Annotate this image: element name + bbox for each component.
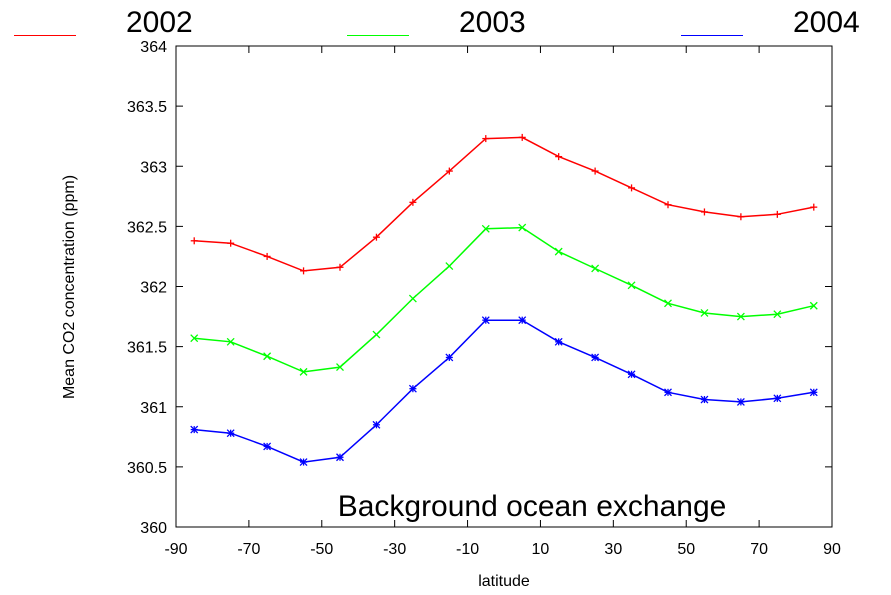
data-point-2002 (409, 198, 417, 206)
data-point-2003 (481, 224, 490, 233)
data-point-2002 (482, 135, 490, 143)
data-point-2002 (700, 208, 708, 216)
data-point-2004 (299, 458, 308, 467)
data-point-2002 (372, 233, 380, 241)
x-tick-label: -50 (310, 541, 333, 558)
data-point-2003 (263, 352, 272, 361)
data-point-2004 (372, 420, 381, 429)
data-point-2004 (481, 316, 490, 325)
legend-label-2002: 2002 (126, 6, 193, 39)
data-point-2002 (810, 203, 818, 211)
data-point-2003 (736, 312, 745, 321)
x-tick-label: 30 (604, 541, 622, 558)
y-tick-label: 362 (140, 280, 167, 297)
y-tick-label: 361.5 (127, 340, 167, 357)
data-point-2004 (773, 394, 782, 403)
data-point-2004 (518, 316, 527, 325)
data-point-2004 (700, 395, 709, 404)
data-point-2004 (336, 453, 344, 462)
series-line-2002 (194, 136, 814, 272)
plot-frame (175, 45, 833, 528)
data-point-2004 (554, 337, 563, 346)
x-tick-label: -30 (383, 541, 406, 558)
data-point-2003 (664, 299, 672, 308)
data-point-2003 (518, 223, 527, 232)
data-point-2002 (591, 167, 599, 175)
data-point-2002 (300, 267, 308, 275)
data-point-2003 (226, 337, 235, 346)
data-point-2004 (445, 353, 454, 362)
data-point-2004 (263, 442, 272, 451)
data-point-2002 (773, 210, 781, 218)
legend-label-2003: 2003 (459, 6, 526, 39)
x-tick-label: -70 (237, 541, 260, 558)
data-point-2004 (627, 370, 636, 379)
data-point-2003 (591, 264, 600, 273)
data-point-2002 (445, 167, 453, 175)
data-point-2003 (299, 367, 308, 376)
data-point-2003 (372, 330, 381, 339)
y-tick-label: 361 (140, 400, 167, 417)
legend-swatch-2003 (347, 35, 409, 36)
y-axis-label: Mean CO2 concentration (ppm) (61, 175, 78, 399)
data-point-2002 (628, 184, 636, 192)
legend-swatch-2004 (681, 35, 743, 36)
y-tick-label: 360 (140, 520, 167, 537)
x-tick-label: 50 (677, 541, 695, 558)
x-tick-label: 90 (823, 541, 841, 558)
data-point-2002 (336, 263, 344, 271)
data-point-2002 (227, 239, 235, 247)
data-point-2004 (736, 397, 745, 406)
data-point-2003 (809, 301, 818, 310)
y-tick-label: 362.5 (127, 219, 167, 236)
data-point-2003 (773, 310, 782, 319)
legend-swatch-2002 (14, 35, 76, 36)
data-point-2002 (664, 201, 672, 209)
data-point-2002 (518, 133, 526, 141)
chart-annotation: Background ocean exchange (338, 490, 727, 523)
data-point-2002 (737, 213, 745, 221)
data-point-2003 (700, 308, 709, 317)
series-line-2003 (194, 226, 814, 373)
legend-label-2004: 2004 (793, 6, 860, 39)
x-tick-label: -10 (456, 541, 479, 558)
data-point-2004 (664, 388, 672, 397)
data-point-2002 (190, 237, 198, 245)
data-point-2003 (445, 262, 454, 271)
data-point-2004 (226, 429, 235, 438)
x-tick-label: 70 (750, 541, 768, 558)
x-axis-label: latitude (478, 573, 530, 590)
data-point-2004 (408, 384, 417, 393)
data-point-2003 (627, 281, 636, 290)
y-tick-label: 363 (140, 159, 167, 176)
data-point-2002 (555, 153, 563, 161)
y-tick-label: 363.5 (127, 99, 167, 116)
data-point-2003 (190, 334, 199, 343)
x-tick-label: 10 (532, 541, 550, 558)
data-point-2004 (591, 353, 600, 362)
data-point-2004 (190, 425, 199, 434)
y-tick-label: 360.5 (127, 460, 167, 477)
x-tick-label: -90 (164, 541, 187, 558)
y-tick-label: 364 (140, 39, 167, 56)
data-point-2002 (263, 252, 271, 260)
series-line-2004 (194, 319, 814, 463)
data-point-2003 (554, 247, 563, 256)
data-point-2003 (336, 363, 344, 372)
data-point-2004 (809, 388, 818, 397)
data-point-2003 (408, 294, 417, 303)
